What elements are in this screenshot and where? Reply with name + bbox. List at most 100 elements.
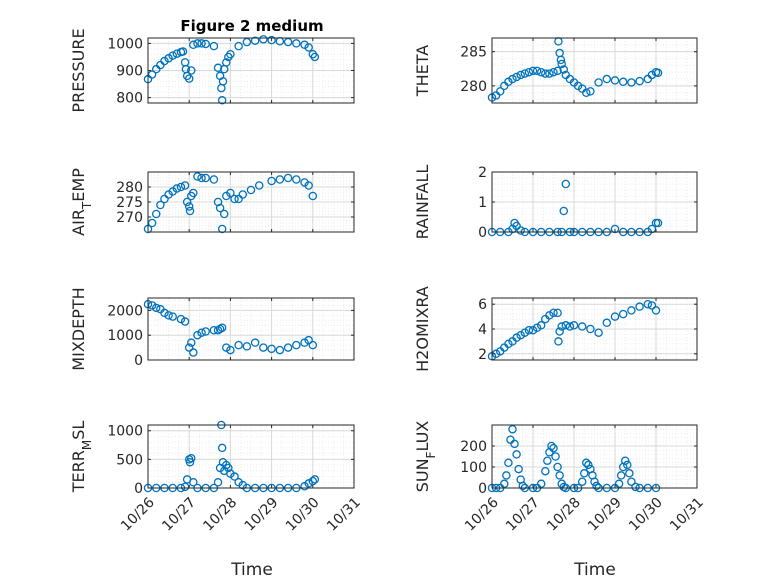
y-tick-label: 2 [478, 165, 487, 181]
data-point [224, 463, 233, 473]
data-point [304, 181, 313, 190]
data-point [250, 36, 260, 45]
data-point [310, 475, 320, 484]
data-point [189, 188, 198, 198]
data-point [610, 224, 620, 234]
data-point [551, 452, 560, 461]
data-point [559, 206, 569, 216]
data-point [584, 460, 593, 470]
data-point [215, 203, 225, 213]
data-point [300, 338, 309, 347]
data-point [217, 96, 227, 105]
data-point [549, 443, 558, 453]
data-point [292, 340, 301, 350]
data-point [653, 218, 663, 228]
data-point [189, 40, 198, 50]
data-point [197, 173, 206, 183]
data-point [259, 35, 268, 44]
data-point [516, 226, 525, 235]
x-tick-label: 10/27 [159, 495, 199, 535]
x-tick-label: 10/28 [200, 495, 240, 535]
data-point [594, 78, 603, 87]
data-point [518, 481, 528, 491]
data-point [308, 340, 318, 350]
data-point [610, 312, 620, 321]
y-tick-label: 100 [460, 460, 487, 476]
data-point [510, 439, 519, 449]
subplot-theta: 280 285 THETA [413, 37, 698, 104]
data-point [524, 325, 534, 335]
data-point [614, 479, 624, 489]
data-point [541, 466, 550, 476]
y-tick-label: 900 [116, 64, 143, 80]
data-point [590, 477, 599, 486]
data-point [516, 70, 525, 80]
data-point [187, 66, 196, 75]
data-point [308, 191, 318, 201]
data-point [577, 322, 587, 331]
data-point [514, 464, 523, 474]
data-point [610, 76, 620, 85]
x-tick-label: 10/26 [462, 495, 502, 535]
data-point [187, 338, 196, 347]
data-point [545, 69, 554, 78]
data-point [532, 323, 542, 333]
y-axis-label: RAINFALL [413, 165, 432, 240]
data-point [625, 469, 634, 478]
data-point [267, 344, 276, 354]
y-tick-label: 285 [460, 45, 487, 61]
y-tick-label: 4 [478, 322, 487, 338]
data-point [250, 338, 260, 347]
data-point [557, 322, 566, 331]
x-tick-label: 10/28 [544, 495, 584, 535]
data-point [275, 345, 285, 355]
x-tick-label: 10/30 [626, 495, 666, 535]
axes-frame [491, 424, 698, 489]
data-point [528, 66, 538, 76]
data-point [541, 69, 550, 78]
data-point [495, 87, 505, 96]
data-point [193, 39, 202, 48]
data-point [201, 327, 210, 336]
data-point [147, 70, 157, 79]
data-point [653, 68, 663, 78]
y-tick-label: 280 [116, 180, 143, 196]
data-point [549, 67, 558, 77]
data-point [185, 457, 195, 467]
data-point [193, 330, 202, 340]
x-tick-label: 10/29 [242, 495, 282, 535]
axes-frame [147, 424, 355, 489]
data-point [557, 59, 566, 69]
subplot-rainfall: 0 1 2 RAINFALL [413, 165, 698, 241]
data-point [561, 321, 571, 330]
y-tick-label: 0 [478, 481, 487, 497]
axes-frame [491, 37, 698, 104]
data-point [512, 450, 521, 459]
y-tick-label: 0 [478, 225, 487, 241]
data-point [238, 190, 248, 199]
data-point [580, 469, 589, 478]
data-point [554, 337, 563, 346]
data-point [643, 299, 653, 309]
data-point [553, 462, 562, 472]
x-tick-label: 10/29 [585, 495, 625, 535]
data-point [586, 87, 595, 96]
data-point [618, 77, 628, 87]
x-tick-label: 10/26 [118, 495, 158, 535]
data-point [532, 66, 542, 76]
data-point [230, 194, 239, 204]
data-point [304, 479, 313, 488]
data-point [218, 77, 228, 86]
data-point [234, 41, 243, 51]
data-point [184, 343, 194, 352]
y-tick-label: 6 [478, 297, 487, 313]
data-point [160, 308, 169, 318]
data-point [219, 209, 229, 219]
data-point [616, 471, 626, 480]
data-point [623, 460, 632, 470]
data-point [602, 318, 612, 328]
y-tick-label: 2 [478, 347, 487, 363]
data-point [582, 458, 591, 468]
data-point [180, 181, 190, 190]
data-point [226, 50, 235, 59]
